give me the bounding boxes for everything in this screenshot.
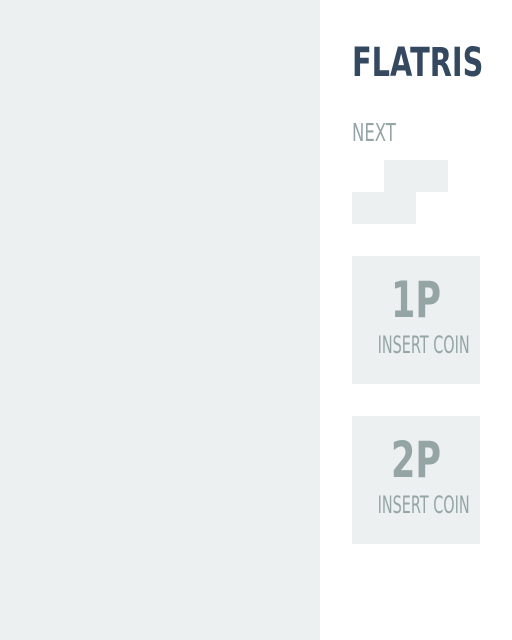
player-1-label: 1P: [390, 271, 442, 329]
next-piece-cell: [416, 160, 448, 192]
next-piece-cell: [384, 192, 416, 224]
player-2-label: 2P: [390, 431, 442, 489]
player-2-button[interactable]: 2P INSERT COIN: [352, 416, 480, 544]
player-2-insert-coin: INSERT COIN: [377, 491, 470, 519]
next-piece-cell: [352, 192, 384, 224]
game-title: FLATRIS: [352, 40, 484, 86]
next-piece-cell: [384, 160, 416, 192]
next-piece-preview: [352, 160, 448, 224]
game-well: [0, 0, 320, 640]
player-1-insert-coin: INSERT COIN: [377, 331, 470, 359]
next-label: NEXT: [352, 118, 396, 147]
side-panel: FLATRIS NEXT 1P INSERT COIN 2P INSERT CO…: [320, 0, 512, 640]
player-1-button[interactable]: 1P INSERT COIN: [352, 256, 480, 384]
